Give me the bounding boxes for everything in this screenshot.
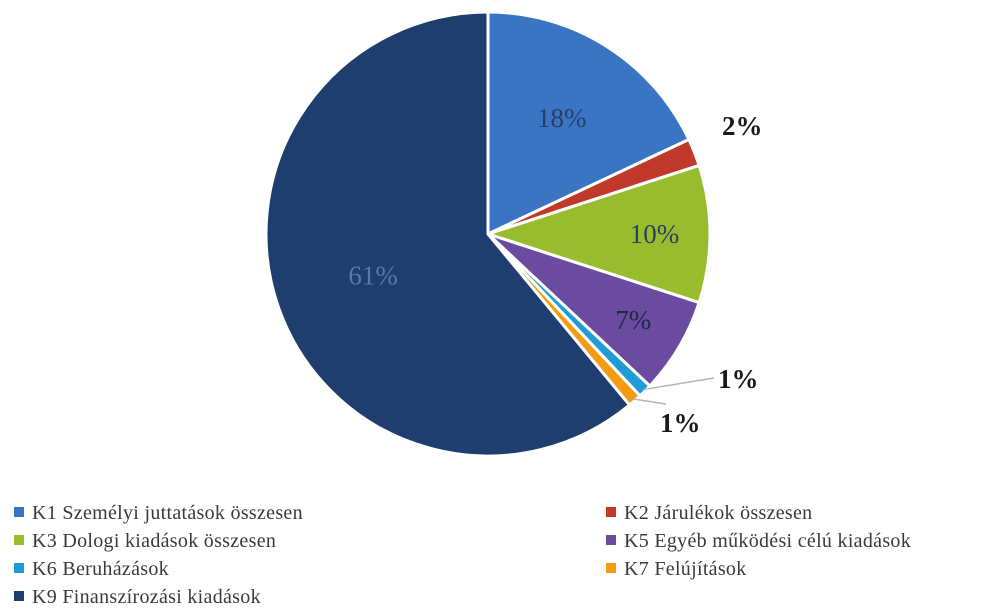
data-label-k5: 7% [615, 305, 651, 335]
leader-lines [633, 377, 715, 405]
legend-label-k9: K9 Finanszírozási kiadások [32, 586, 261, 608]
legend-swatch-k6 [14, 563, 24, 573]
legend-label-k2: K2 Járulékok összesen [624, 502, 812, 524]
legend-swatch-k3 [14, 535, 24, 545]
legend-label-k1: K1 Személyi juttatások összesen [32, 502, 303, 524]
data-label-k3: 10% [630, 219, 680, 249]
leader-line-k6 [643, 377, 715, 391]
legend-swatch-k7 [606, 563, 616, 573]
legend-label-k6: K6 Beruházások [32, 558, 169, 580]
pie-slices [264, 10, 712, 458]
legend: K1 Személyi juttatások összesen K2 Járulé… [14, 502, 911, 608]
data-label-k1: 18% [537, 103, 587, 133]
legend-label-k5: K5 Egyéb működési célú kiadások [624, 530, 911, 552]
legend-swatch-k5 [606, 535, 616, 545]
data-label-k6: 1% [718, 364, 759, 394]
data-label-k2: 2% [722, 111, 763, 141]
pie-slice-k9 [264, 10, 632, 458]
legend-label-k3: K3 Dologi kiadások összesen [32, 530, 276, 552]
legend-swatch-k1 [14, 507, 24, 517]
data-label-k7: 1% [660, 408, 701, 438]
legend-label-k7: K7 Felújítások [624, 558, 747, 580]
pie-slice-k1 [486, 10, 691, 237]
data-label-k9: 61% [348, 260, 398, 290]
slice-labels: 18% 2% 10% 7% 1% 1% 61% [348, 103, 762, 438]
legend-swatch-k2 [606, 507, 616, 517]
legend-swatch-k9 [14, 591, 24, 601]
leader-line-k7 [633, 398, 667, 405]
pie-slice-k3 [483, 163, 712, 305]
